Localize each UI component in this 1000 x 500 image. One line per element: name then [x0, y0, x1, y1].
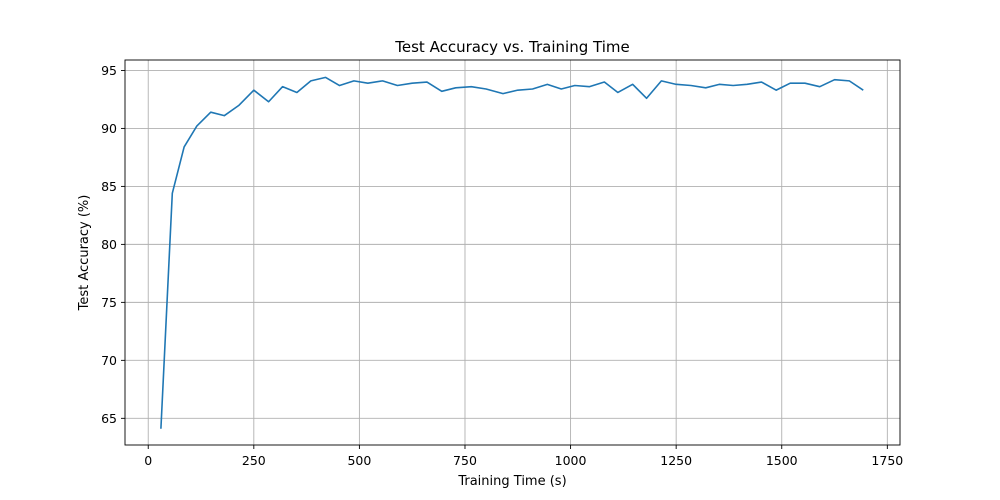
y-tick-label: 80 — [101, 237, 117, 252]
y-tick-label: 85 — [101, 179, 117, 194]
y-tick-label: 95 — [101, 63, 117, 78]
x-tick-label: 250 — [242, 453, 266, 468]
chart-title: Test Accuracy vs. Training Time — [394, 38, 629, 56]
x-tick-label: 1250 — [660, 453, 692, 468]
y-axis-label: Test Accuracy (%) — [77, 195, 92, 312]
y-tick-label: 65 — [101, 411, 117, 426]
x-axis-label: Training Time (s) — [457, 474, 566, 489]
y-tick-label: 90 — [101, 121, 117, 136]
plot-area — [160, 76, 864, 429]
x-tick-label: 0 — [144, 453, 152, 468]
y-tick-label: 70 — [101, 353, 117, 368]
series-line — [160, 76, 864, 429]
x-axis: 0 250 500 750 1000 1250 1500 1750 — [144, 445, 903, 468]
y-axis: 65 70 75 80 85 90 95 — [101, 63, 125, 426]
x-tick-label: 500 — [347, 453, 371, 468]
y-tick-label: 75 — [101, 295, 117, 310]
x-tick-label: 1000 — [555, 453, 587, 468]
axes-frame — [124, 59, 901, 446]
x-tick-label: 1750 — [871, 453, 903, 468]
x-tick-label: 750 — [453, 453, 477, 468]
x-tick-label: 1500 — [766, 453, 798, 468]
grid — [125, 60, 900, 445]
